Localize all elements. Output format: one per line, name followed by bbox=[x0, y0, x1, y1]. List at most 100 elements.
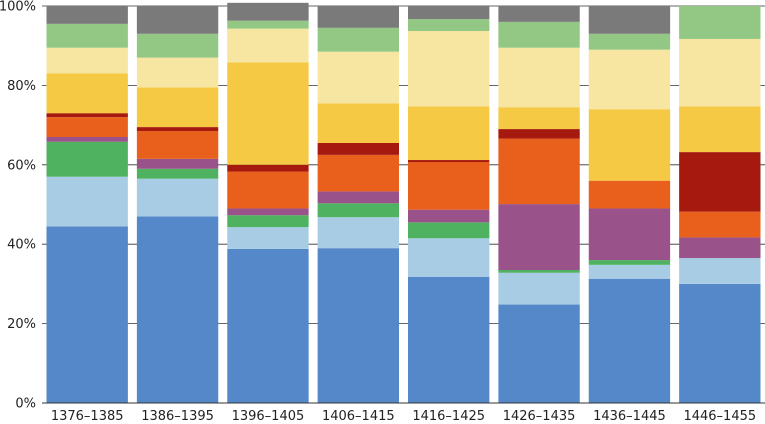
bar-segment bbox=[679, 283, 761, 403]
bar-segment bbox=[136, 127, 219, 132]
y-tick-label: 0% bbox=[15, 397, 36, 412]
bar-segment bbox=[679, 6, 761, 39]
bar-segment bbox=[46, 113, 128, 118]
bar-segment bbox=[46, 137, 128, 142]
bar-stack bbox=[136, 6, 219, 403]
bar-segment bbox=[136, 168, 219, 179]
y-tick-label: 60% bbox=[7, 158, 36, 173]
bar-stack bbox=[588, 6, 671, 403]
x-tick-label: 1436–1445 bbox=[593, 409, 666, 424]
bar-segment bbox=[498, 6, 580, 22]
x-tick-label: 1376–1385 bbox=[51, 409, 124, 424]
x-tick-label: 1426–1435 bbox=[503, 409, 576, 424]
bar-segment bbox=[317, 203, 399, 218]
bar-stack bbox=[317, 6, 399, 403]
y-tick-label: 80% bbox=[7, 79, 36, 94]
y-axis-tick-labels: 0% 20% 40% 60% 80% 100% bbox=[0, 0, 36, 412]
bar-segment bbox=[588, 208, 671, 261]
bar-segment bbox=[588, 260, 671, 265]
bar-segment bbox=[46, 23, 128, 48]
bar-segment bbox=[498, 47, 580, 108]
bar-segment bbox=[408, 222, 490, 239]
bar-segment bbox=[498, 107, 580, 130]
bar-segment bbox=[498, 304, 580, 403]
bar-segment bbox=[588, 49, 671, 110]
bar-stack bbox=[498, 6, 580, 403]
bar-segment bbox=[679, 106, 761, 153]
bar-segment bbox=[317, 142, 399, 155]
bar-segment bbox=[588, 109, 671, 181]
bar-stack bbox=[679, 6, 761, 403]
bar-stacks bbox=[46, 2, 761, 403]
bar-segment bbox=[498, 21, 580, 48]
bar-segment bbox=[136, 57, 219, 88]
bar-segment bbox=[136, 87, 219, 128]
bar-segment bbox=[498, 270, 580, 273]
bar-segment bbox=[588, 6, 671, 34]
bar-segment bbox=[227, 20, 309, 29]
bar-segment bbox=[408, 19, 490, 32]
bar-segment bbox=[46, 117, 128, 138]
bar-segment bbox=[317, 103, 399, 143]
bar-segment bbox=[317, 51, 399, 104]
bar-segment bbox=[679, 38, 761, 107]
x-tick-label: 1416–1425 bbox=[412, 409, 485, 424]
bar-segment bbox=[408, 162, 490, 210]
bar-segment bbox=[679, 211, 761, 238]
bar-segment bbox=[136, 178, 219, 217]
bar-segment bbox=[317, 248, 399, 403]
bar-segment bbox=[588, 33, 671, 50]
bar-segment bbox=[317, 27, 399, 52]
bar-segment bbox=[498, 204, 580, 271]
bar-segment bbox=[136, 6, 219, 34]
bar-segment bbox=[317, 191, 399, 204]
x-axis-tick-labels: 1376–1385 1386–1395 1396–1405 1406–1415 1416… bbox=[51, 409, 756, 424]
bar-segment bbox=[408, 106, 490, 161]
bar-segment bbox=[588, 180, 671, 209]
bar-segment bbox=[679, 237, 761, 259]
bar-segment bbox=[588, 278, 671, 403]
bar-segment bbox=[46, 141, 128, 177]
bar-segment bbox=[317, 217, 399, 249]
bar-segment bbox=[46, 6, 128, 24]
bar-segment bbox=[408, 31, 490, 107]
bar-segment bbox=[498, 272, 580, 305]
y-tick-label: 20% bbox=[7, 317, 36, 332]
bar-segment bbox=[136, 158, 219, 169]
y-tick-label: 100% bbox=[0, 0, 36, 15]
bar-segment bbox=[679, 258, 761, 284]
bar-stack bbox=[46, 6, 128, 403]
bar-segment bbox=[408, 160, 490, 163]
bar-segment bbox=[136, 216, 219, 403]
bar-segment bbox=[227, 171, 309, 209]
bar-segment bbox=[588, 264, 671, 279]
bar-segment bbox=[317, 6, 399, 28]
bar-segment bbox=[46, 47, 128, 74]
bar-segment bbox=[408, 238, 490, 277]
bar-segment bbox=[227, 208, 309, 216]
x-tick-label: 1386–1395 bbox=[141, 409, 214, 424]
bar-segment bbox=[46, 176, 128, 227]
bar-segment bbox=[46, 73, 128, 114]
bar-segment bbox=[227, 62, 309, 165]
x-tick-label: 1396–1405 bbox=[232, 409, 305, 424]
bar-segment bbox=[408, 209, 490, 223]
bar-stack bbox=[408, 6, 490, 403]
x-tick-label: 1406–1415 bbox=[322, 409, 395, 424]
x-tick-label: 1446–1455 bbox=[683, 409, 756, 424]
bar-segment bbox=[227, 164, 309, 172]
bar-segment bbox=[227, 227, 309, 249]
bar-segment bbox=[227, 248, 309, 403]
bar-segment bbox=[46, 226, 128, 403]
bar-segment bbox=[227, 28, 309, 63]
bar-segment bbox=[227, 2, 309, 21]
bar-segment bbox=[408, 276, 490, 403]
bar-segment bbox=[498, 138, 580, 205]
bar-segment bbox=[498, 129, 580, 139]
bar-segment bbox=[227, 215, 309, 228]
bar-segment bbox=[317, 154, 399, 192]
bar-segment bbox=[136, 33, 219, 58]
bar-stack bbox=[227, 2, 309, 403]
bar-segment bbox=[679, 152, 761, 212]
